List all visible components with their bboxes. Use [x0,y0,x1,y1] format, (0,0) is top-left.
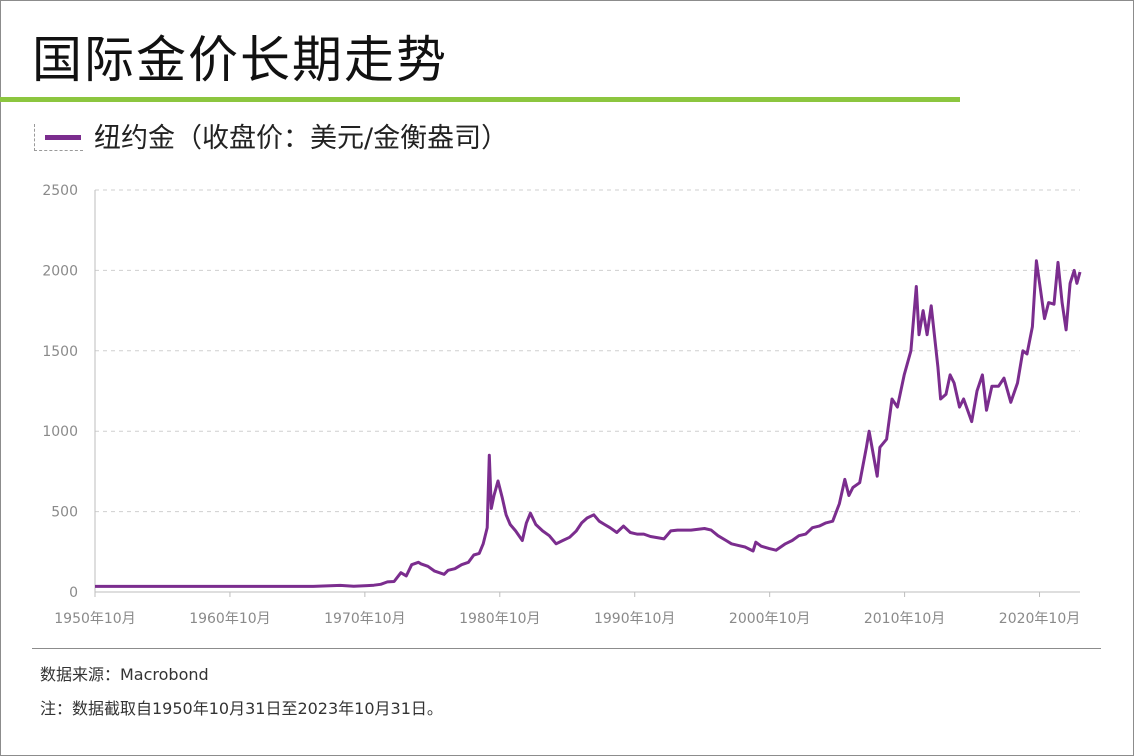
x-tick-label: 1950年10月 [54,611,135,627]
page-title: 国际金价长期走势 [32,31,448,89]
x-tick-label: 1970年10月 [324,611,405,627]
line-chart: 0 500 1000 1500 2000 2500 1950年10月 1960年10月 197… [42,183,1082,627]
series-group [95,259,1082,588]
gold-price-series-line [95,259,1082,588]
legend: 纽约金（收盘价：美元/金衡盎司） [34,118,509,154]
footnote: 注：数据截取自1950年10月31日至2023年10月31日。 [40,699,443,718]
x-tick-labels: 1950年10月 1960年10月 1970年10月 1980年10月 1990年10月… [54,611,1080,627]
legend-swatch [34,120,84,151]
y-tick-label: 1500 [42,344,78,360]
x-tick-label: 2020年10月 [999,611,1080,627]
title-underline [0,97,960,102]
source-note: 数据来源：Macrobond [40,665,209,684]
y-tick-label: 2500 [42,183,78,199]
axes [94,190,1080,597]
y-tick-label: 0 [69,585,78,601]
x-tick-label: 1990年10月 [594,611,675,627]
y-tick-label: 500 [51,505,78,521]
x-tick-label: 1980年10月 [459,611,540,627]
footer-divider [32,648,1101,649]
y-tick-label: 1000 [42,424,78,440]
legend-line-marker [45,135,81,140]
gridlines [95,189,1080,513]
x-tick-label: 2000年10月 [729,611,810,627]
y-tick-labels: 0 500 1000 1500 2000 2500 [42,183,78,601]
x-tick-label: 2010年10月 [864,611,945,627]
legend-label: 纽约金（收盘价：美元/金衡盎司） [94,122,509,154]
y-tick-label: 2000 [42,263,78,279]
x-tick-label: 1960年10月 [189,611,270,627]
legend-dashed-frame [34,124,83,151]
